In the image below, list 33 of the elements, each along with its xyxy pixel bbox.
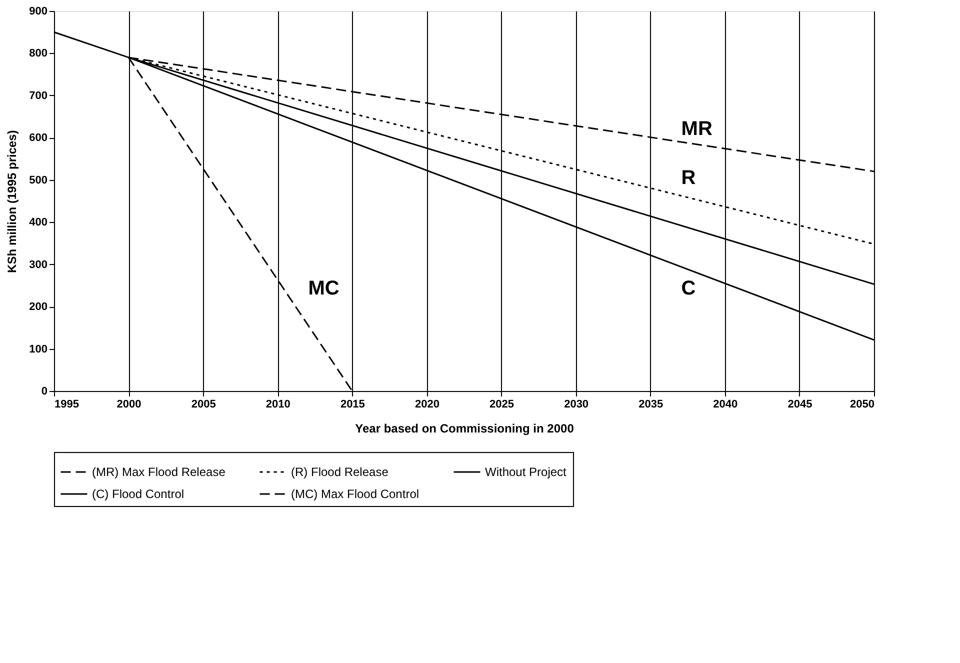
y-tick-label: 700 — [29, 90, 48, 102]
y-tick-label: 900 — [29, 6, 48, 18]
legend-label: (MR) Max Flood Release — [92, 465, 226, 479]
y-tick-label: 100 — [29, 343, 48, 356]
x-tick-label: 2030 — [564, 398, 589, 410]
y-tick-label: 0 — [41, 386, 48, 398]
y-tick-label: 800 — [29, 48, 48, 60]
x-tick-label: 2000 — [116, 398, 142, 410]
x-tick-label: 2010 — [266, 398, 290, 410]
x-tick-label: 2050 — [850, 398, 874, 410]
y-tick-label: 600 — [29, 132, 48, 144]
legend-label: (R) Flood Release — [291, 465, 389, 479]
annotation: R — [681, 167, 696, 190]
x-axis-title: Year based on Commissioning in 2000 — [355, 422, 574, 436]
x-tick-label: 2020 — [414, 398, 440, 410]
x-tick-label: 2040 — [713, 398, 738, 410]
annotation: MC — [308, 277, 340, 300]
y-tick-label: 400 — [29, 216, 48, 229]
annotation: MR — [681, 118, 713, 140]
legend-label: (MC) Max Flood Control — [291, 487, 420, 501]
y-tick-label: 200 — [29, 301, 48, 314]
y-tick-label: 300 — [29, 258, 48, 271]
x-tick-label: 1995 — [54, 398, 79, 410]
x-tick-label: 2015 — [340, 398, 365, 410]
x-tick-label: 2025 — [490, 398, 514, 410]
x-tick-label: 2045 — [788, 398, 812, 410]
x-tick-label: 2035 — [638, 398, 664, 410]
y-tick-label: 500 — [29, 174, 48, 186]
legend-label: (C) Flood Control — [92, 487, 184, 501]
legend-label: Without Project — [485, 465, 568, 479]
annotation: C — [681, 277, 696, 300]
x-tick-label: 2005 — [191, 398, 216, 410]
y-axis-title: KSh million (1995 prices) — [5, 130, 20, 273]
